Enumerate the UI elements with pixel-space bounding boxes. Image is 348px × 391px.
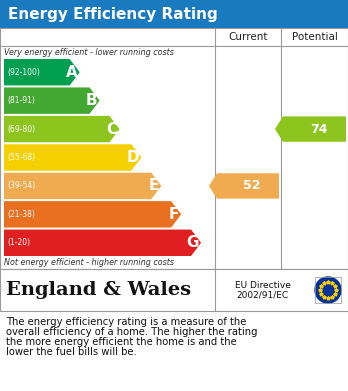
Text: EU Directive: EU Directive — [235, 280, 291, 289]
Polygon shape — [209, 173, 279, 199]
Text: F: F — [169, 207, 179, 222]
Text: Not energy efficient - higher running costs: Not energy efficient - higher running co… — [4, 258, 174, 267]
Text: (1-20): (1-20) — [7, 238, 30, 247]
Polygon shape — [4, 173, 161, 199]
Text: Energy Efficiency Rating: Energy Efficiency Rating — [8, 7, 218, 22]
Bar — [0, 28, 348, 269]
Text: England & Wales: England & Wales — [6, 281, 191, 299]
Polygon shape — [4, 230, 201, 256]
Polygon shape — [4, 88, 100, 114]
Text: 52: 52 — [243, 179, 261, 192]
Text: Very energy efficient - lower running costs: Very energy efficient - lower running co… — [4, 48, 174, 57]
Text: (81-91): (81-91) — [7, 96, 35, 105]
Polygon shape — [4, 116, 119, 142]
Text: (55-68): (55-68) — [7, 153, 35, 162]
Text: D: D — [127, 150, 139, 165]
Text: the more energy efficient the home is and the: the more energy efficient the home is an… — [6, 337, 237, 347]
Polygon shape — [4, 144, 141, 171]
Text: A: A — [66, 65, 78, 80]
Text: 74: 74 — [310, 122, 327, 136]
Text: (39-54): (39-54) — [7, 181, 35, 190]
Text: (21-38): (21-38) — [7, 210, 35, 219]
Circle shape — [315, 277, 341, 303]
Polygon shape — [275, 117, 346, 142]
Text: overall efficiency of a home. The higher the rating: overall efficiency of a home. The higher… — [6, 327, 258, 337]
Text: G: G — [187, 235, 199, 250]
Text: Potential: Potential — [292, 32, 338, 42]
Text: lower the fuel bills will be.: lower the fuel bills will be. — [6, 347, 137, 357]
Bar — [315, 277, 341, 303]
Text: 2002/91/EC: 2002/91/EC — [236, 291, 288, 300]
Text: E: E — [149, 178, 159, 194]
Bar — [0, 0, 348, 28]
Polygon shape — [4, 201, 181, 228]
Text: (69-80): (69-80) — [7, 125, 35, 134]
Text: C: C — [106, 122, 118, 136]
Text: The energy efficiency rating is a measure of the: The energy efficiency rating is a measur… — [6, 317, 246, 327]
Text: B: B — [86, 93, 97, 108]
Text: Current: Current — [228, 32, 268, 42]
Text: (92-100): (92-100) — [7, 68, 40, 77]
Polygon shape — [4, 59, 80, 85]
Bar — [0, 269, 348, 311]
